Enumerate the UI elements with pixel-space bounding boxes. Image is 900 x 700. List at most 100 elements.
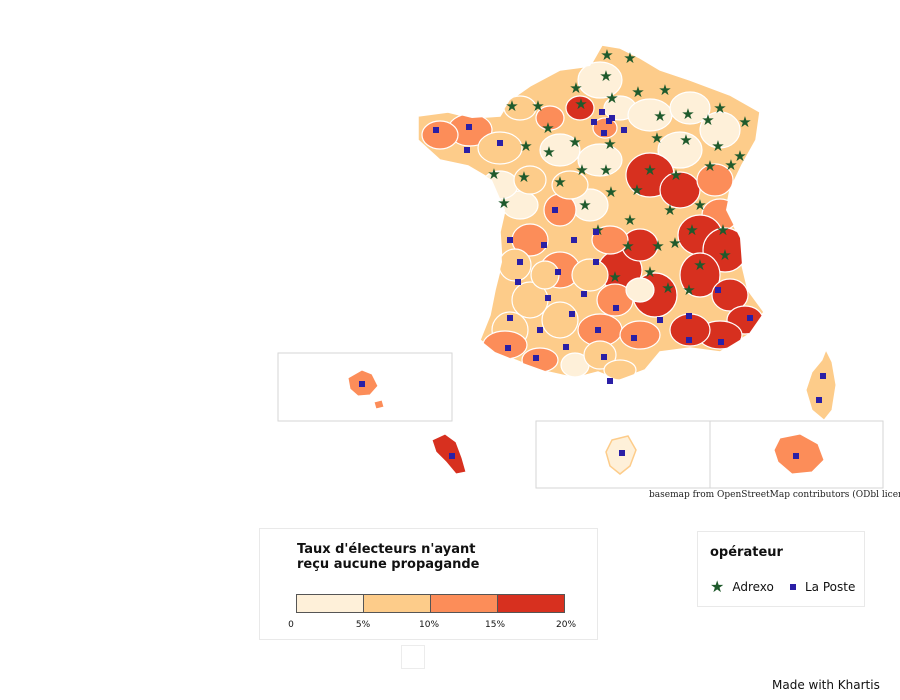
star-icon: ★: [553, 173, 566, 191]
square-icon: [613, 305, 619, 311]
legend-title: Taux d'électeurs n'ayant reçu aucune pro…: [297, 542, 480, 572]
square-icon: [563, 344, 569, 350]
square-icon: [607, 378, 613, 384]
star-icon: ★: [630, 181, 643, 199]
star-icon: ★: [575, 161, 588, 179]
department-region: [539, 133, 581, 167]
star-icon: ★: [519, 137, 532, 155]
star-icon: ★: [738, 113, 751, 131]
square-icon: [541, 242, 547, 248]
star-icon: ★: [600, 46, 613, 64]
star-icon: ★: [682, 281, 695, 299]
star-icon: ★: [681, 105, 694, 123]
star-icon: ★: [599, 161, 612, 179]
star-icon: ★: [603, 135, 616, 153]
square-icon: [621, 127, 627, 133]
square-icon: [715, 287, 721, 293]
star-icon: ★: [497, 194, 510, 212]
star-icon: ★: [693, 256, 706, 274]
square-icon: [433, 127, 439, 133]
france-choropleth-map: ★ ★★★★ ★ ★★ ★ ★ ★★★ ★ ★ ★★ ★★ ★ ★ ★ ★★★ ★ ★★ ★ ★ ★ ★ ★★ ★★ ★★ ★★…: [277, 44, 884, 489]
square-icon: [517, 259, 523, 265]
department-region: [513, 165, 547, 195]
square-icon: [609, 115, 615, 121]
scale-bin-3: [431, 595, 498, 612]
department-region: [696, 163, 734, 197]
square-icon: [449, 453, 455, 459]
star-icon: ★: [724, 156, 737, 174]
star-icon: ★: [623, 211, 636, 229]
star-icon: ★: [621, 237, 634, 255]
star-icon: ★: [517, 168, 530, 186]
legend-label-adrexo: Adrexo: [732, 580, 774, 594]
star-icon: ★: [487, 165, 500, 183]
star-icon: ★: [685, 221, 698, 239]
square-icon: [790, 584, 796, 590]
scale-tick-0: 0: [288, 620, 294, 630]
square-icon: [581, 291, 587, 297]
color-scale: [296, 594, 565, 613]
star-icon: ★: [542, 143, 555, 161]
corsica: [805, 348, 837, 421]
square-icon: [507, 315, 513, 321]
square-icon: [569, 311, 575, 317]
department-region: [565, 95, 595, 121]
department-region: [679, 252, 721, 298]
department-region: [657, 131, 703, 169]
department-region: [577, 143, 623, 177]
legend-label-laposte: La Poste: [805, 580, 856, 594]
star-icon: ★: [599, 67, 612, 85]
department-region: [421, 120, 459, 150]
star-icon: ★: [643, 263, 656, 281]
department-region: [535, 105, 565, 131]
star-icon: ★: [623, 49, 636, 67]
star-icon: ★: [541, 119, 554, 137]
scale-tick-20: 20%: [555, 620, 577, 630]
star-icon: ★: [669, 166, 682, 184]
square-icon: [657, 317, 663, 323]
star-icon: ★: [653, 107, 666, 125]
star-icon: ★: [661, 279, 674, 297]
scale-bin-1: [297, 595, 364, 612]
square-icon: [793, 453, 799, 459]
star-icon: ★: [568, 133, 581, 151]
star-icon: ★: [716, 221, 729, 239]
star-icon: ★: [663, 201, 676, 219]
square-icon: [545, 295, 551, 301]
operator-legend: opérateur ★ Adrexo La Poste: [697, 531, 865, 607]
star-icon: ★: [710, 577, 725, 596]
square-icon: [505, 345, 511, 351]
star-icon: ★: [569, 79, 582, 97]
empty-box: [401, 645, 425, 669]
department-region: [551, 170, 589, 200]
department-region: [669, 91, 711, 125]
star-icon: ★: [668, 234, 681, 252]
square-icon: [555, 269, 561, 275]
square-icon: [552, 207, 558, 213]
department-region: [583, 340, 617, 370]
department-region: [619, 320, 661, 350]
department-region: [699, 111, 741, 149]
legend-item-laposte: La Poste: [790, 580, 855, 594]
scale-tick-5: 5%: [355, 620, 371, 630]
square-icon: [631, 335, 637, 341]
star-icon: ★: [574, 95, 587, 113]
square-icon: [599, 109, 605, 115]
star-icon: ★: [711, 137, 724, 155]
star-icon: ★: [605, 89, 618, 107]
star-icon: ★: [604, 183, 617, 201]
square-icon: [601, 354, 607, 360]
star-icon: ★: [679, 131, 692, 149]
department-region: [477, 131, 523, 165]
star-icon: ★: [531, 97, 544, 115]
scale-tick-15: 15%: [484, 620, 506, 630]
made-with-khartis: Made with Khartis: [772, 678, 880, 692]
square-icon: [497, 140, 503, 146]
star-icon: ★: [701, 111, 714, 129]
scale-bin-2: [364, 595, 431, 612]
department-region: [571, 258, 609, 292]
square-icon: [595, 327, 601, 333]
square-icon: [718, 339, 724, 345]
square-icon: [601, 130, 607, 136]
star-icon: ★: [651, 237, 664, 255]
